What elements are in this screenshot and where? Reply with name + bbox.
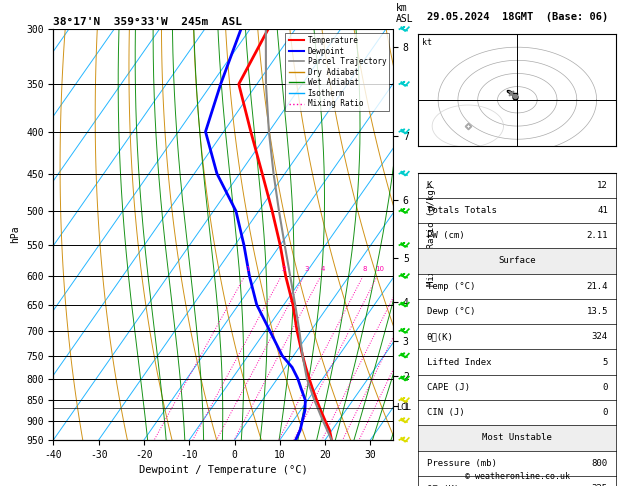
Bar [418, 425, 616, 451]
X-axis label: Dewpoint / Temperature (°C): Dewpoint / Temperature (°C) [139, 465, 308, 475]
Y-axis label: hPa: hPa [11, 226, 21, 243]
Text: km
ASL: km ASL [396, 3, 414, 24]
Text: Surface: Surface [499, 257, 536, 265]
Text: 12: 12 [597, 181, 608, 190]
Text: Pressure (mb): Pressure (mb) [426, 459, 497, 468]
Text: 3: 3 [304, 266, 309, 272]
Text: 0: 0 [603, 383, 608, 392]
Text: 4: 4 [321, 266, 325, 272]
Text: Lifted Index: Lifted Index [426, 358, 491, 366]
Text: θᴇ (K): θᴇ (K) [426, 484, 459, 486]
Text: 29.05.2024  18GMT  (Base: 06): 29.05.2024 18GMT (Base: 06) [426, 12, 608, 22]
Text: LCL: LCL [396, 403, 411, 412]
Text: 324: 324 [592, 332, 608, 341]
Text: CIN (J): CIN (J) [426, 408, 464, 417]
Text: Most Unstable: Most Unstable [482, 434, 552, 442]
Legend: Temperature, Dewpoint, Parcel Trajectory, Dry Adiabat, Wet Adiabat, Isotherm, Mi: Temperature, Dewpoint, Parcel Trajectory… [286, 33, 389, 111]
Point [510, 93, 520, 101]
Point [463, 122, 473, 130]
Text: 2.11: 2.11 [586, 231, 608, 240]
Text: 8: 8 [363, 266, 367, 272]
Text: CAPE (J): CAPE (J) [426, 383, 470, 392]
Text: 5: 5 [603, 358, 608, 366]
Text: 10: 10 [375, 266, 384, 272]
Text: PW (cm): PW (cm) [426, 231, 464, 240]
Text: 21.4: 21.4 [586, 282, 608, 291]
Text: 13.5: 13.5 [586, 307, 608, 316]
Text: Mixing Ratio (g/kg): Mixing Ratio (g/kg) [427, 183, 436, 286]
Text: 38°17'N  359°33'W  245m  ASL: 38°17'N 359°33'W 245m ASL [53, 17, 242, 27]
Text: 800: 800 [592, 459, 608, 468]
Point [510, 92, 520, 100]
Text: Temp (°C): Temp (°C) [426, 282, 475, 291]
Text: K: K [426, 181, 432, 190]
Bar [418, 248, 616, 274]
Text: 41: 41 [597, 206, 608, 215]
Text: Dewp (°C): Dewp (°C) [426, 307, 475, 316]
Text: kt: kt [422, 38, 432, 47]
Text: 0: 0 [603, 408, 608, 417]
Text: 1: 1 [245, 266, 249, 272]
Point [510, 90, 520, 98]
Text: © weatheronline.co.uk: © weatheronline.co.uk [465, 472, 570, 481]
Text: θᴇ(K): θᴇ(K) [426, 332, 454, 341]
Text: 325: 325 [592, 484, 608, 486]
Text: Totals Totals: Totals Totals [426, 206, 497, 215]
Point [506, 89, 516, 97]
Text: 2: 2 [281, 266, 286, 272]
